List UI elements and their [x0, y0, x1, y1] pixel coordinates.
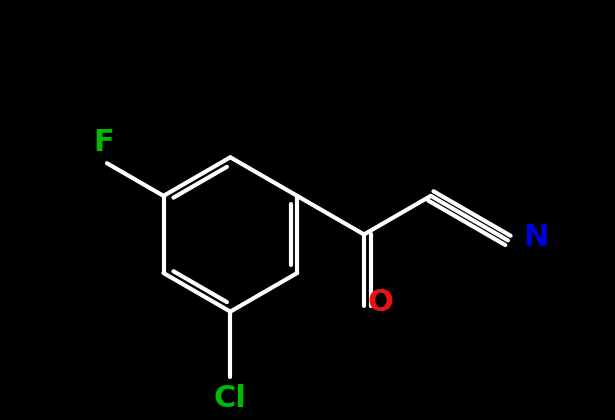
- Text: Cl: Cl: [214, 384, 247, 413]
- Text: F: F: [93, 128, 114, 158]
- Text: N: N: [523, 223, 548, 252]
- Text: O: O: [368, 288, 394, 317]
